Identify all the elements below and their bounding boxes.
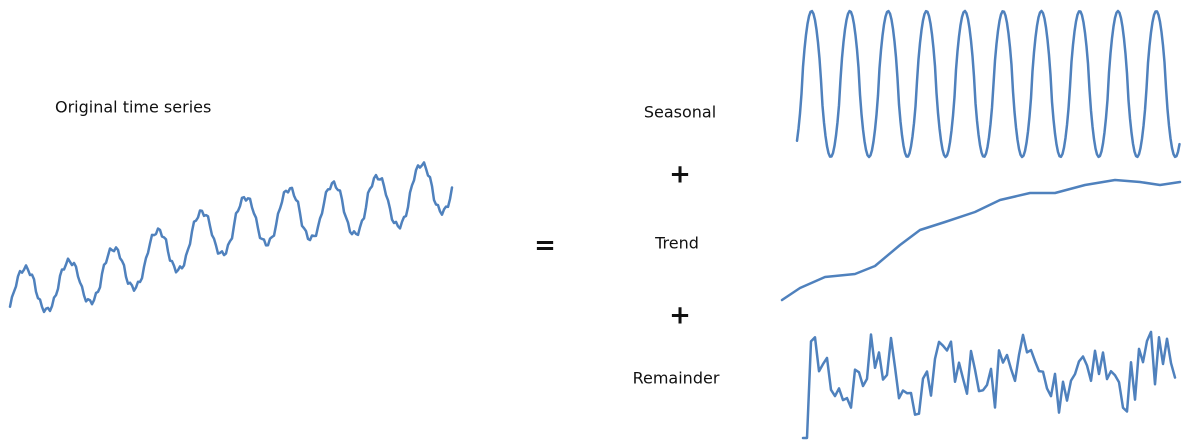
equals-sign: =: [534, 231, 556, 261]
original-label: Original time series: [55, 98, 211, 117]
original-curve: [8, 161, 454, 314]
remainder-label: Remainder: [633, 369, 720, 388]
seasonal-label: Seasonal: [644, 103, 716, 122]
plus-sign: +: [669, 160, 691, 190]
trend-label: Trend: [654, 234, 699, 253]
remainder-curve: [801, 330, 1177, 440]
plus-sign: +: [669, 301, 691, 331]
seasonal-curve: [795, 9, 1181, 159]
trend-curve: [780, 178, 1182, 302]
